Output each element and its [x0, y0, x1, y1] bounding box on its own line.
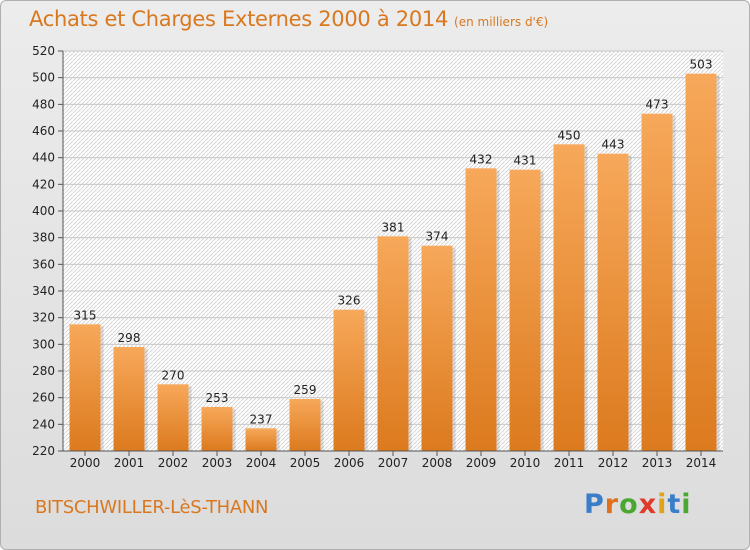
bar-value-label: 326: [338, 294, 361, 308]
x-tick-label: 2011: [554, 456, 585, 470]
y-tick-label: 460: [32, 124, 55, 138]
bar-value-label: 259: [294, 383, 317, 397]
bar-value-label: 374: [426, 230, 449, 244]
bar: [157, 384, 189, 451]
bar-value-label: 443: [602, 138, 625, 152]
y-tick-label: 420: [32, 177, 55, 191]
y-tick-label: 300: [32, 337, 55, 351]
x-tick-label: 2012: [598, 456, 629, 470]
bar: [289, 399, 321, 451]
proxiti-logo: Proxiti: [584, 489, 692, 520]
logo-letter: i: [681, 489, 692, 520]
y-tick-label: 380: [32, 231, 55, 245]
bar-value-label: 270: [162, 368, 185, 382]
x-tick-label: 2004: [246, 456, 277, 470]
bar: [641, 113, 673, 452]
x-tick-label: 2009: [466, 456, 497, 470]
x-tick-label: 2006: [334, 456, 365, 470]
x-tick-label: 2010: [510, 456, 541, 470]
x-tick-label: 2003: [202, 456, 233, 470]
y-tick-label: 320: [32, 311, 55, 325]
logo-letter: P: [584, 489, 605, 520]
logo-letter: t: [667, 489, 682, 520]
logo-letter: o: [619, 489, 639, 520]
logo-letter: x: [638, 489, 658, 520]
x-tick-label: 2014: [686, 456, 717, 470]
city-name: BITSCHWILLER-LèS-THANN: [35, 497, 269, 518]
bar-value-label: 381: [382, 220, 405, 234]
bar-value-label: 450: [558, 128, 581, 142]
bar-value-label: 315: [74, 308, 97, 322]
y-tick-label: 260: [32, 391, 55, 405]
bar-value-label: 237: [250, 412, 273, 426]
bar-value-label: 298: [118, 331, 141, 345]
bar-value-label: 503: [690, 58, 713, 72]
bar-value-label: 253: [206, 391, 229, 405]
bar: [597, 153, 629, 451]
y-tick-label: 440: [32, 151, 55, 165]
bar-value-label: 432: [470, 152, 493, 166]
y-tick-label: 360: [32, 257, 55, 271]
y-tick-label: 520: [32, 44, 55, 58]
x-tick-label: 2000: [70, 456, 101, 470]
bar: [685, 73, 717, 452]
bar: [333, 309, 365, 451]
bar: [245, 428, 277, 451]
chart-title: Achats et Charges Externes 2000 à 2014 (e…: [29, 7, 549, 31]
y-tick-label: 220: [32, 444, 55, 458]
bar: [113, 347, 145, 451]
bar: [465, 168, 497, 452]
bar: [421, 245, 453, 451]
bar-value-label: 473: [646, 98, 669, 112]
bar: [553, 144, 585, 452]
x-tick-label: 2002: [158, 456, 189, 470]
logo-letter: i: [657, 489, 668, 520]
bar: [377, 236, 409, 451]
y-tick-label: 500: [32, 71, 55, 85]
y-tick-label: 480: [32, 97, 55, 111]
y-tick-label: 280: [32, 364, 55, 378]
chart-subtitle: (en milliers d'€): [454, 15, 549, 29]
y-tick-label: 400: [32, 204, 55, 218]
bar-value-label: 431: [514, 154, 537, 168]
logo-letter: r: [604, 489, 620, 520]
x-tick-label: 2005: [290, 456, 321, 470]
bar: [509, 169, 541, 451]
x-tick-label: 2008: [422, 456, 453, 470]
bar: [69, 324, 101, 451]
y-tick-label: 340: [32, 284, 55, 298]
x-tick-label: 2001: [114, 456, 145, 470]
bar: [201, 407, 233, 451]
x-tick-label: 2007: [378, 456, 409, 470]
y-tick-label: 240: [32, 417, 55, 431]
x-tick-label: 2013: [642, 456, 673, 470]
